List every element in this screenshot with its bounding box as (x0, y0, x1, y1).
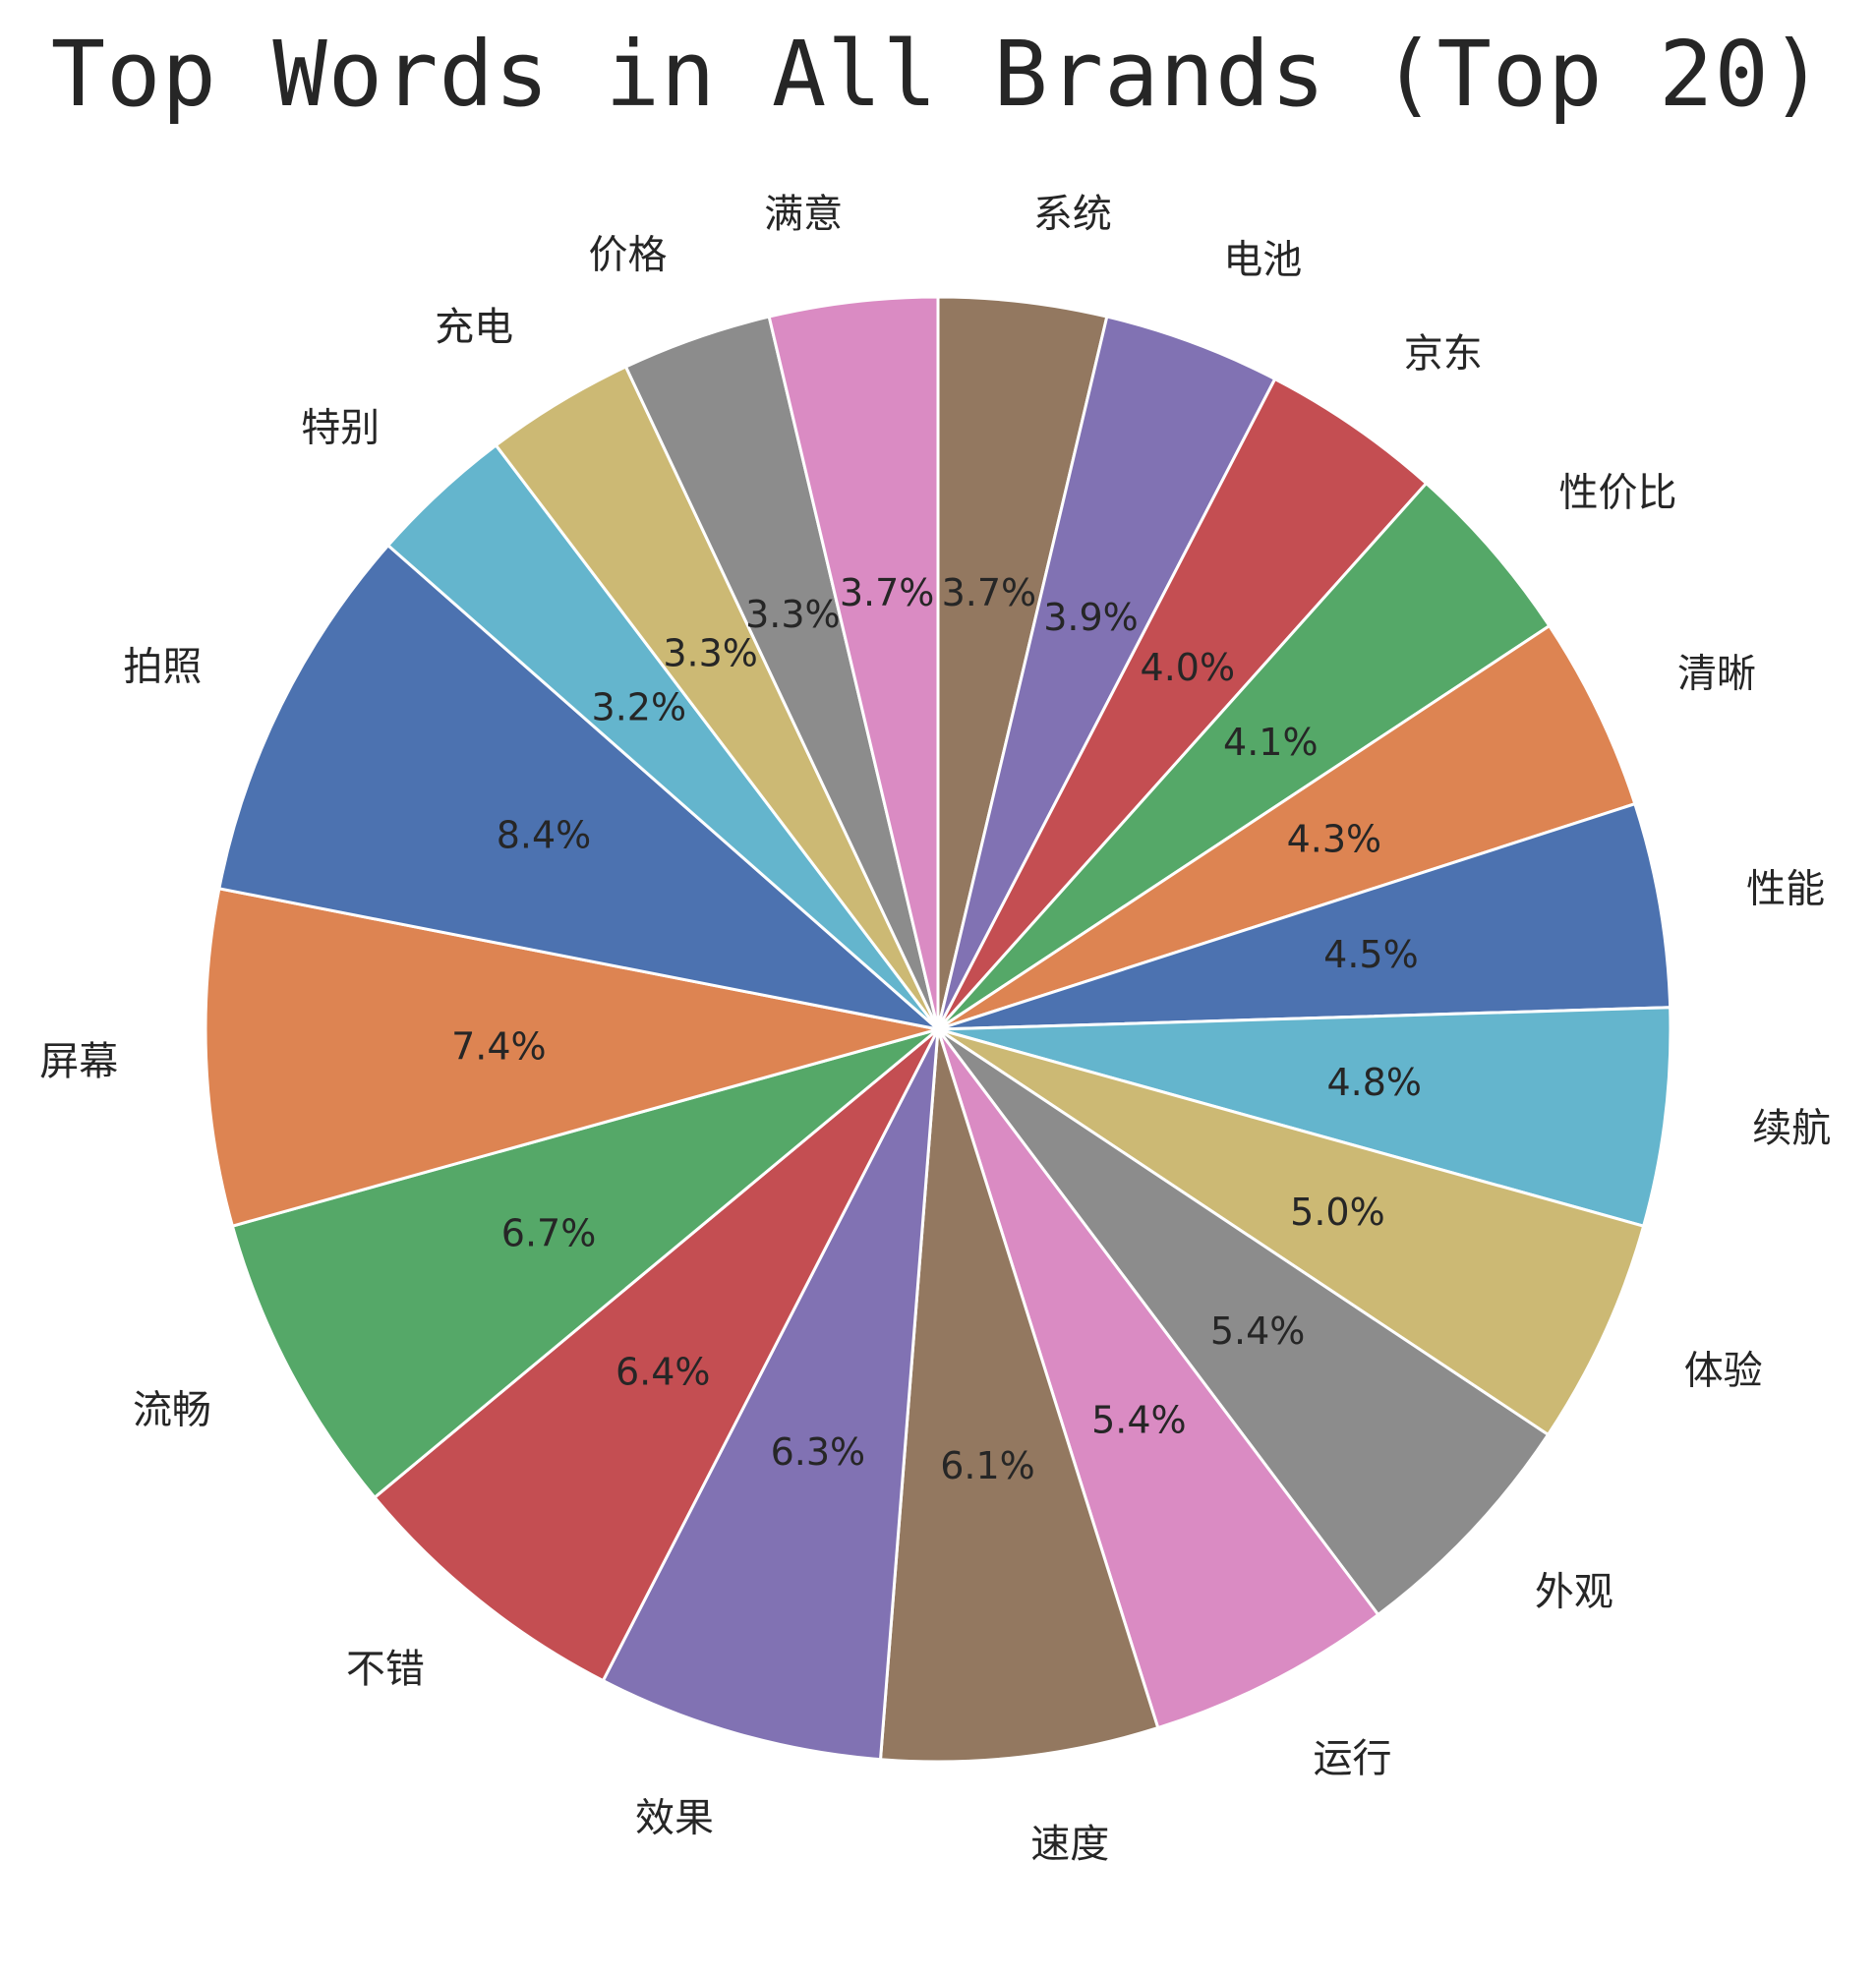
slice-percent-label-2: 4.0% (1141, 646, 1236, 689)
slice-percent-label-1: 3.9% (1043, 596, 1139, 639)
pie-slice-14 (204, 887, 940, 1228)
slice-percent-label-9: 5.4% (1091, 1399, 1187, 1442)
slice-percent-label-10: 6.1% (940, 1444, 1035, 1487)
pie-slice-2 (936, 378, 1429, 1031)
slice-percent-label-16: 3.2% (592, 685, 687, 728)
slice-category-label-18: 价格 (589, 232, 668, 277)
slice-category-label-9: 运行 (1313, 1736, 1391, 1781)
pie-slice-12 (373, 1027, 940, 1683)
slice-percent-label-18: 3.3% (745, 593, 841, 636)
slice-percent-label-0: 3.7% (942, 571, 1037, 614)
slice-category-label-8: 外观 (1535, 1570, 1613, 1615)
slice-category-label-7: 体验 (1684, 1348, 1763, 1393)
slice-percent-label-7: 5.0% (1290, 1191, 1385, 1234)
slice-percent-label-4: 4.3% (1287, 817, 1382, 860)
slice-category-label-16: 特别 (301, 406, 380, 451)
chart-title: Top Words in All Brands (Top 20) (50, 22, 1826, 127)
slice-percent-label-12: 6.4% (616, 1351, 711, 1394)
slice-category-label-5: 性能 (1746, 867, 1825, 912)
pie-slice-4 (936, 624, 1637, 1031)
slice-percent-label-8: 5.4% (1210, 1309, 1306, 1353)
slice-percent-label-19: 3.7% (840, 571, 935, 614)
pie-slice-6 (936, 1006, 1672, 1228)
pie-slice-10 (878, 1027, 1160, 1764)
slice-category-label-17: 充电 (435, 305, 513, 350)
pie-slice-5 (936, 802, 1672, 1031)
slice-percent-label-14: 7.4% (451, 1025, 547, 1069)
pie-slice-19 (767, 295, 940, 1031)
slice-percent-label-17: 3.3% (663, 632, 758, 675)
slice-category-label-4: 清晰 (1677, 651, 1756, 696)
slice-percent-label-5: 4.5% (1323, 933, 1419, 976)
pie-slice-3 (936, 482, 1552, 1031)
slice-category-label-6: 续航 (1752, 1106, 1831, 1151)
pie-slice-7 (936, 1027, 1646, 1436)
slice-category-label-15: 拍照 (123, 644, 202, 689)
slice-percent-label-15: 8.4% (497, 814, 592, 857)
slice-category-label-1: 电池 (1223, 238, 1302, 283)
pie-slice-9 (936, 1027, 1380, 1730)
slice-category-label-19: 满意 (764, 192, 843, 237)
slice-category-label-14: 屏幕 (39, 1039, 118, 1084)
slice-category-label-11: 效果 (635, 1796, 714, 1841)
slice-percent-label-6: 4.8% (1326, 1061, 1422, 1104)
pie-slice-11 (601, 1027, 940, 1762)
pie-slice-8 (936, 1027, 1550, 1616)
slice-category-label-0: 系统 (1033, 192, 1112, 237)
slice-category-label-12: 不错 (346, 1647, 425, 1692)
pie-slice-15 (217, 544, 940, 1031)
slice-category-label-10: 速度 (1030, 1822, 1109, 1867)
pie-slice-1 (936, 315, 1277, 1031)
slice-category-label-2: 京东 (1404, 331, 1483, 377)
slice-percent-label-3: 4.1% (1223, 721, 1319, 764)
pie-slice-13 (230, 1027, 940, 1499)
slice-percent-label-13: 6.7% (501, 1211, 597, 1254)
slice-percent-label-11: 6.3% (771, 1430, 866, 1474)
percent-labels-layer: 3.7%3.9%4.0%4.1%4.3%4.5%4.8%5.0%5.4%5.4%… (451, 571, 1422, 1487)
slices-layer (204, 295, 1672, 1764)
slice-category-label-3: 性价比 (1559, 471, 1677, 516)
slice-category-label-13: 流畅 (133, 1387, 211, 1432)
